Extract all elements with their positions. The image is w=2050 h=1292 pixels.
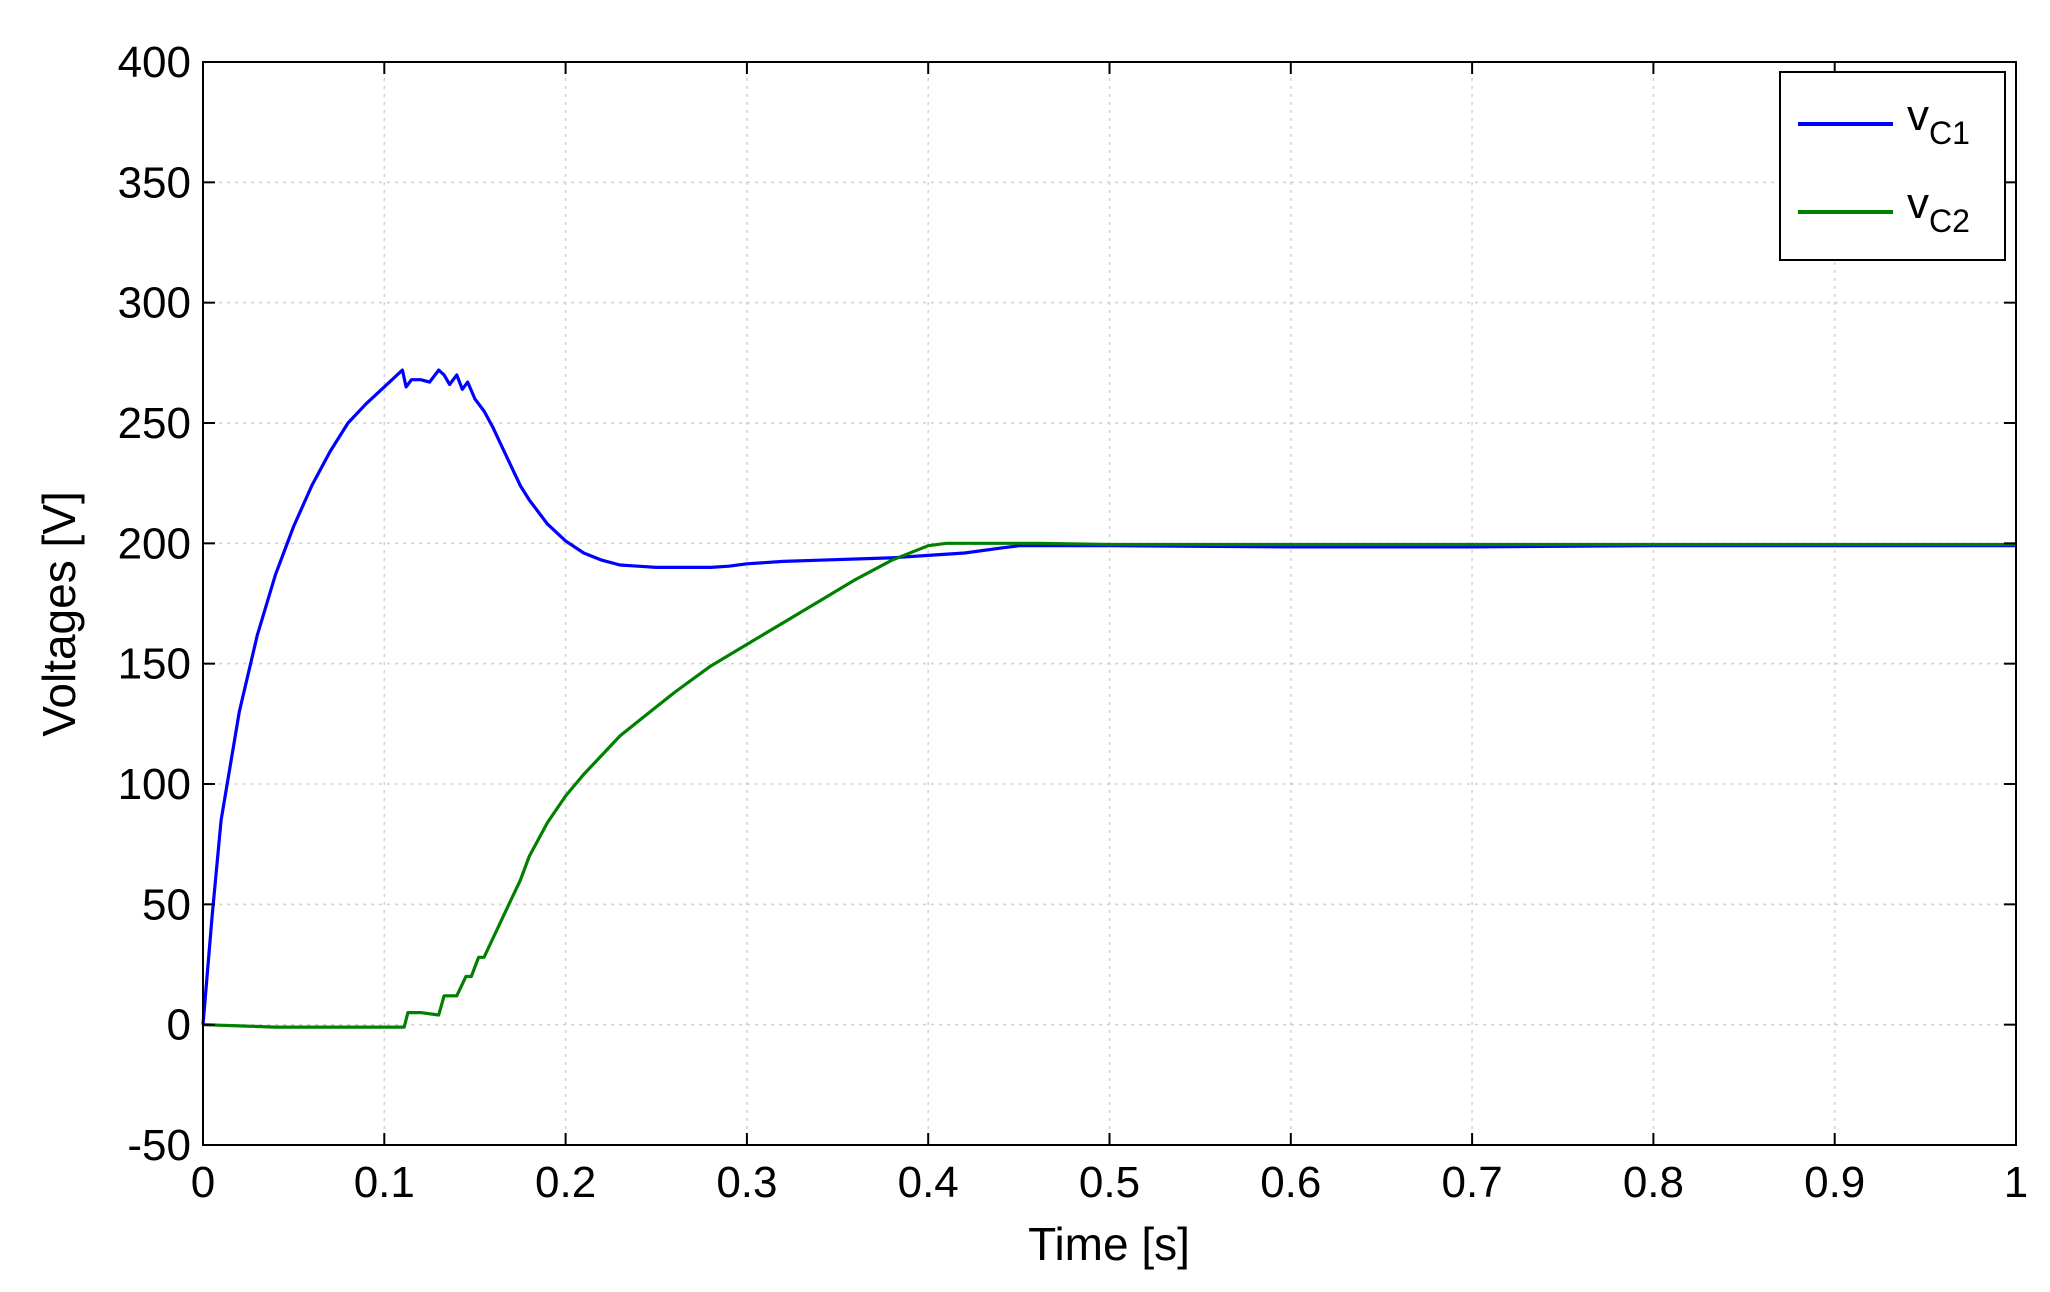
tick-labels: 0 0.1 0.2 0.3 0.4 0.5 0.6 0.7 0.8 0.9 1-5005010015… bbox=[118, 38, 2029, 1207]
y-tick-label: 300 bbox=[118, 279, 191, 328]
x-tick-label: 0 bbox=[191, 1158, 215, 1207]
legend-label-vc2: vC2 bbox=[1907, 179, 1970, 239]
y-tick-label: 400 bbox=[118, 38, 191, 87]
x-tick-label: 0.1 bbox=[354, 1158, 415, 1207]
plot-frame bbox=[202, 61, 2017, 1146]
series-lines bbox=[201, 368, 2016, 1029]
y-tick-label: 0 bbox=[167, 1001, 191, 1050]
x-tick-label: 0.3 bbox=[716, 1158, 777, 1207]
axes bbox=[202, 61, 2017, 1146]
x-tick-label: 0.8 bbox=[1623, 1158, 1684, 1207]
x-tick-label: 0.4 bbox=[898, 1158, 959, 1207]
x-axis-title: Time [s] bbox=[1028, 1218, 1190, 1270]
y-tick-label: 50 bbox=[142, 880, 191, 929]
y-tick-label: 200 bbox=[118, 519, 191, 568]
y-tick-label: 150 bbox=[118, 640, 191, 689]
y-tick-label: 250 bbox=[118, 399, 191, 448]
x-tick-label: 0.2 bbox=[535, 1158, 596, 1207]
y-axis-title: Voltages [V] bbox=[33, 491, 85, 737]
x-tick-label: 1 bbox=[2004, 1158, 2028, 1207]
series-line-vc2 bbox=[202, 541, 2016, 1029]
legend: vC1 vC2 bbox=[1779, 71, 2006, 261]
y-tick-label: 100 bbox=[118, 760, 191, 809]
legend-box bbox=[1779, 71, 2006, 261]
x-tick-label: 0.6 bbox=[1260, 1158, 1321, 1207]
legend-label-vc1: vC1 bbox=[1907, 91, 1970, 151]
x-tick-label: 0.5 bbox=[1079, 1158, 1140, 1207]
series-line-vc1 bbox=[201, 368, 2016, 1025]
x-tick-label: 0.7 bbox=[1442, 1158, 1503, 1207]
y-tick-label: -50 bbox=[127, 1121, 191, 1170]
y-tick-label: 350 bbox=[118, 158, 191, 207]
x-tick-label: 0.9 bbox=[1804, 1158, 1865, 1207]
